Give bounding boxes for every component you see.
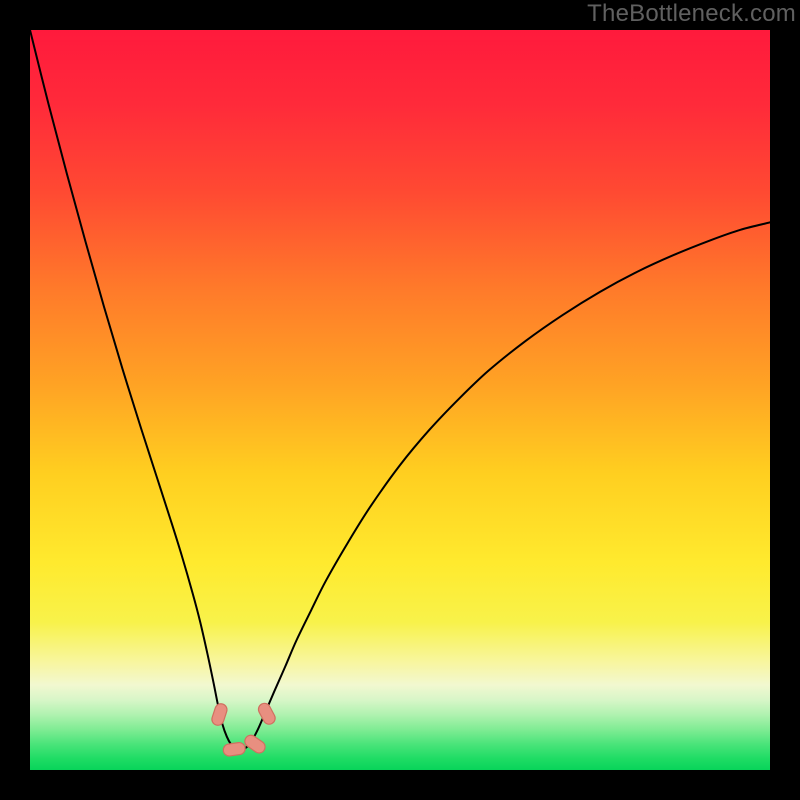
plot-area	[30, 30, 770, 770]
plot-background	[30, 30, 770, 770]
watermark-text: TheBottleneck.com	[587, 0, 796, 28]
stage: TheBottleneck.com	[0, 0, 800, 800]
plot-svg	[30, 30, 770, 770]
